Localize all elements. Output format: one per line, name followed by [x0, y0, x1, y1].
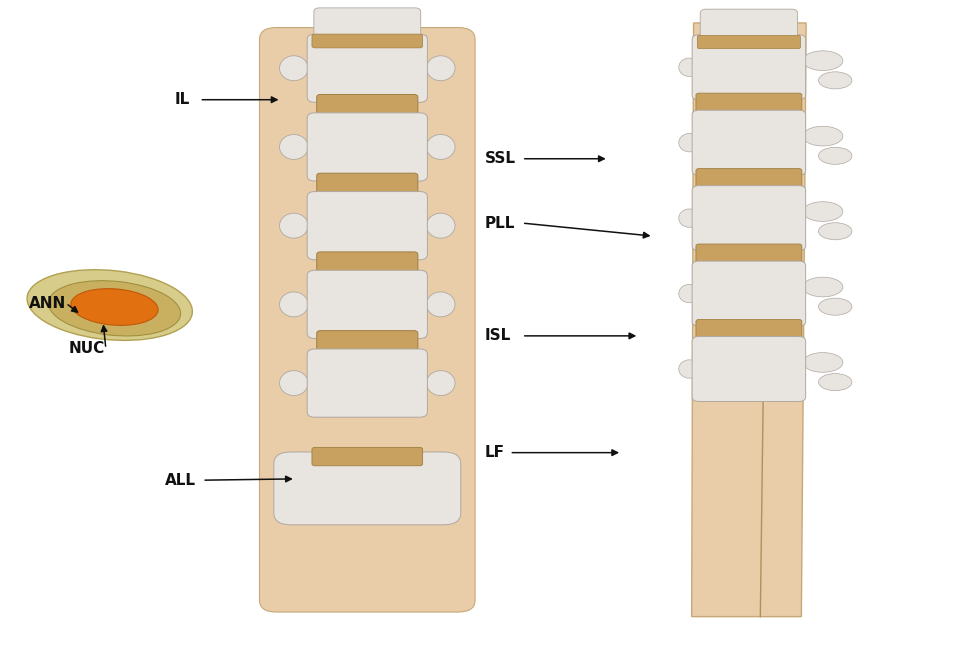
Polygon shape — [691, 23, 805, 617]
FancyBboxPatch shape — [696, 93, 801, 117]
Text: PLL: PLL — [484, 216, 515, 230]
Ellipse shape — [802, 126, 842, 146]
Ellipse shape — [426, 134, 455, 159]
FancyBboxPatch shape — [692, 110, 804, 175]
Ellipse shape — [818, 222, 851, 240]
Ellipse shape — [279, 292, 308, 317]
FancyBboxPatch shape — [274, 452, 460, 525]
Ellipse shape — [679, 134, 700, 152]
FancyBboxPatch shape — [316, 94, 417, 121]
Ellipse shape — [279, 213, 308, 238]
FancyBboxPatch shape — [700, 9, 797, 43]
Ellipse shape — [818, 72, 851, 89]
FancyBboxPatch shape — [307, 349, 427, 417]
FancyBboxPatch shape — [307, 270, 427, 338]
FancyBboxPatch shape — [696, 244, 801, 268]
FancyBboxPatch shape — [692, 261, 804, 326]
Text: NUC: NUC — [69, 342, 105, 356]
Text: SSL: SSL — [484, 152, 515, 166]
Ellipse shape — [802, 51, 842, 71]
Ellipse shape — [679, 58, 700, 76]
Ellipse shape — [279, 371, 308, 396]
Ellipse shape — [49, 281, 180, 336]
Ellipse shape — [818, 147, 851, 165]
Ellipse shape — [679, 285, 700, 303]
Text: LF: LF — [484, 445, 504, 460]
Ellipse shape — [71, 289, 158, 325]
Ellipse shape — [279, 134, 308, 159]
FancyBboxPatch shape — [307, 192, 427, 260]
Ellipse shape — [818, 373, 851, 391]
Text: IL: IL — [174, 92, 190, 107]
Text: ISL: ISL — [484, 329, 511, 343]
FancyBboxPatch shape — [696, 169, 801, 192]
FancyBboxPatch shape — [692, 337, 804, 401]
Ellipse shape — [679, 359, 700, 378]
FancyBboxPatch shape — [314, 8, 420, 43]
Text: ALL: ALL — [165, 473, 195, 487]
Text: ANN: ANN — [29, 296, 66, 310]
Ellipse shape — [426, 213, 455, 238]
Ellipse shape — [802, 277, 842, 297]
FancyBboxPatch shape — [307, 113, 427, 181]
FancyBboxPatch shape — [692, 35, 804, 100]
Ellipse shape — [279, 56, 308, 81]
FancyBboxPatch shape — [312, 34, 422, 48]
FancyBboxPatch shape — [316, 173, 417, 199]
FancyBboxPatch shape — [692, 186, 804, 251]
FancyBboxPatch shape — [312, 447, 422, 466]
Ellipse shape — [426, 371, 455, 396]
FancyBboxPatch shape — [307, 34, 427, 102]
FancyBboxPatch shape — [316, 252, 417, 278]
Ellipse shape — [27, 270, 193, 340]
FancyBboxPatch shape — [696, 319, 801, 343]
FancyBboxPatch shape — [259, 28, 475, 612]
FancyBboxPatch shape — [316, 331, 417, 357]
Ellipse shape — [426, 292, 455, 317]
Ellipse shape — [802, 353, 842, 372]
FancyBboxPatch shape — [697, 35, 800, 49]
Ellipse shape — [426, 56, 455, 81]
Ellipse shape — [818, 298, 851, 316]
Ellipse shape — [679, 209, 700, 228]
Ellipse shape — [802, 202, 842, 222]
